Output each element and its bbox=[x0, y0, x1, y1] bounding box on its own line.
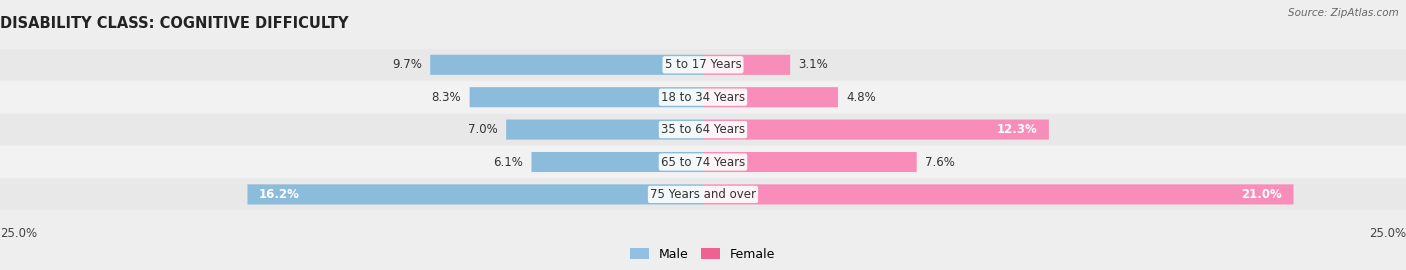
Text: 5 to 17 Years: 5 to 17 Years bbox=[665, 58, 741, 71]
Text: 7.0%: 7.0% bbox=[468, 123, 498, 136]
FancyBboxPatch shape bbox=[470, 87, 703, 107]
Text: 12.3%: 12.3% bbox=[997, 123, 1038, 136]
Text: 16.2%: 16.2% bbox=[259, 188, 299, 201]
FancyBboxPatch shape bbox=[531, 152, 703, 172]
Text: DISABILITY CLASS: COGNITIVE DIFFICULTY: DISABILITY CLASS: COGNITIVE DIFFICULTY bbox=[0, 16, 349, 31]
Text: 3.1%: 3.1% bbox=[799, 58, 828, 71]
FancyBboxPatch shape bbox=[506, 120, 703, 140]
FancyBboxPatch shape bbox=[0, 49, 1406, 80]
Text: 25.0%: 25.0% bbox=[0, 227, 37, 241]
Text: 18 to 34 Years: 18 to 34 Years bbox=[661, 91, 745, 104]
FancyBboxPatch shape bbox=[0, 82, 1406, 113]
Text: 25.0%: 25.0% bbox=[1369, 227, 1406, 241]
Text: 7.6%: 7.6% bbox=[925, 156, 955, 168]
FancyBboxPatch shape bbox=[0, 114, 1406, 145]
Legend: Male, Female: Male, Female bbox=[626, 243, 780, 266]
FancyBboxPatch shape bbox=[703, 55, 790, 75]
FancyBboxPatch shape bbox=[0, 146, 1406, 178]
Text: 6.1%: 6.1% bbox=[494, 156, 523, 168]
FancyBboxPatch shape bbox=[430, 55, 703, 75]
Text: Source: ZipAtlas.com: Source: ZipAtlas.com bbox=[1288, 8, 1399, 18]
FancyBboxPatch shape bbox=[703, 184, 1294, 204]
Text: 75 Years and over: 75 Years and over bbox=[650, 188, 756, 201]
Text: 8.3%: 8.3% bbox=[432, 91, 461, 104]
Text: 65 to 74 Years: 65 to 74 Years bbox=[661, 156, 745, 168]
Text: 21.0%: 21.0% bbox=[1241, 188, 1282, 201]
FancyBboxPatch shape bbox=[703, 87, 838, 107]
FancyBboxPatch shape bbox=[703, 120, 1049, 140]
Text: 9.7%: 9.7% bbox=[392, 58, 422, 71]
Text: 35 to 64 Years: 35 to 64 Years bbox=[661, 123, 745, 136]
FancyBboxPatch shape bbox=[247, 184, 703, 204]
FancyBboxPatch shape bbox=[0, 179, 1406, 210]
FancyBboxPatch shape bbox=[703, 152, 917, 172]
Text: 4.8%: 4.8% bbox=[846, 91, 876, 104]
